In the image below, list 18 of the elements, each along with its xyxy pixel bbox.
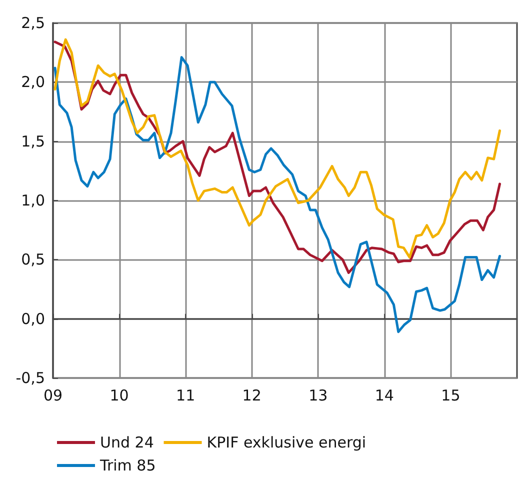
y-tick-label: 1,0 [21, 192, 45, 210]
y-tick-label: 0,0 [21, 310, 45, 328]
legend-label: KPIF exklusive energi [206, 434, 366, 452]
y-tick-label: 2,5 [21, 14, 45, 32]
y-tick-label: 0,5 [21, 250, 45, 269]
x-tick-label: 14 [374, 386, 394, 404]
x-tick-label: 15 [441, 386, 460, 404]
x-tick-label: 11 [176, 386, 196, 404]
x-tick-label: 13 [308, 386, 328, 404]
legend-label: Trim 85 [99, 456, 156, 474]
x-tick-label: 09 [43, 386, 63, 404]
x-tick-label: 10 [110, 386, 129, 404]
legend-label: Und 24 [100, 434, 154, 452]
x-tick-label: 12 [242, 386, 262, 404]
y-tick-label: 2,0 [21, 73, 45, 92]
line-series [54, 56, 502, 334]
y-tick-label: -0,5 [16, 369, 45, 387]
y-tick-label: 1,5 [21, 132, 45, 150]
